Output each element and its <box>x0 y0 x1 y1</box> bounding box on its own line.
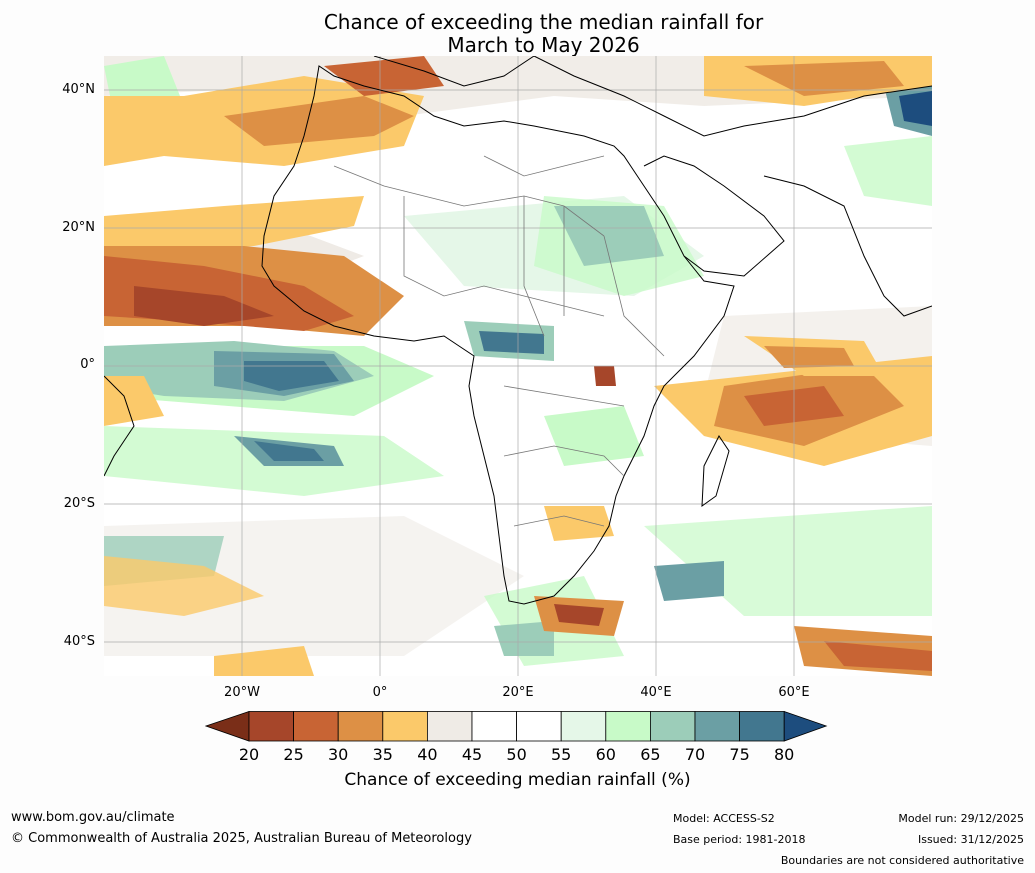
colorbar-segment <box>248 711 294 742</box>
colorbar-segment <box>516 711 562 742</box>
footer-model: Model: ACCESS-S2 <box>673 812 775 825</box>
footer-copyright: © Commonwealth of Australia 2025, Austra… <box>11 831 472 846</box>
lon-label-0: 0° <box>372 685 388 700</box>
lat-label-20s: 20°S <box>63 496 95 511</box>
colorbar-tick: 70 <box>684 745 706 764</box>
lat-label-0: 0° <box>80 357 95 372</box>
colorbar-tick: 50 <box>506 745 527 764</box>
footer-base-period: Base period: 1981-2018 <box>673 833 806 846</box>
footer-boundaries: Boundaries are not considered authoritat… <box>780 854 1024 867</box>
coastlines <box>104 56 932 605</box>
footer-model-run: Model run: 29/12/2025 <box>898 812 1024 825</box>
colorbar-tick: 30 <box>328 745 349 764</box>
colorbar-segment <box>739 711 785 742</box>
chart-title-line1: Chance of exceeding the median rainfall … <box>323 10 764 34</box>
graticule <box>104 56 932 676</box>
colorbar-extend-high <box>783 711 828 742</box>
colorbar-tick: 20 <box>238 745 260 764</box>
colorbar <box>205 711 828 742</box>
lat-label-40s: 40°S <box>63 634 95 649</box>
lon-label-20w: 20°W <box>224 685 260 700</box>
lat-label-40n: 40°N <box>62 82 95 97</box>
colorbar-tick: 25 <box>283 745 304 764</box>
colorbar-tick: 40 <box>417 745 438 764</box>
rainfall-map <box>104 56 932 676</box>
lon-label-40e: 40°E <box>640 685 672 700</box>
colorbar-segment <box>471 711 517 742</box>
lat-label-20n: 20°N <box>62 220 95 235</box>
lon-label-60e: 60°E <box>778 685 810 700</box>
colorbar-segment <box>605 711 651 742</box>
colorbar-extend-low <box>205 711 250 742</box>
rainfall-patches <box>104 56 932 676</box>
colorbar-segment <box>560 711 607 742</box>
colorbar-tick: 65 <box>640 745 661 764</box>
colorbar-tick: 80 <box>774 745 795 764</box>
colorbar-segments <box>205 711 828 742</box>
colorbar-segment <box>426 711 473 742</box>
footer-issued: Issued: 31/12/2025 <box>917 833 1024 846</box>
colorbar-segment <box>337 711 384 742</box>
colorbar-segment <box>382 711 428 742</box>
colorbar-segment <box>649 711 696 742</box>
colorbar-segment <box>293 711 339 742</box>
colorbar-tick: 75 <box>729 745 750 764</box>
chart-title-line2: March to May 2026 <box>447 33 640 57</box>
colorbar-segment <box>694 711 740 742</box>
map-canvas <box>104 56 932 676</box>
lon-label-20e: 20°E <box>502 685 534 700</box>
colorbar-tick: 35 <box>372 745 393 764</box>
footer-website[interactable]: www.bom.gov.au/climate <box>11 810 175 825</box>
country-borders <box>333 155 665 527</box>
colorbar-tick: 45 <box>461 745 483 764</box>
colorbar-label: Chance of exceeding median rainfall (%) <box>344 770 691 790</box>
colorbar-tick: 60 <box>595 745 616 764</box>
colorbar-tick: 55 <box>551 745 572 764</box>
